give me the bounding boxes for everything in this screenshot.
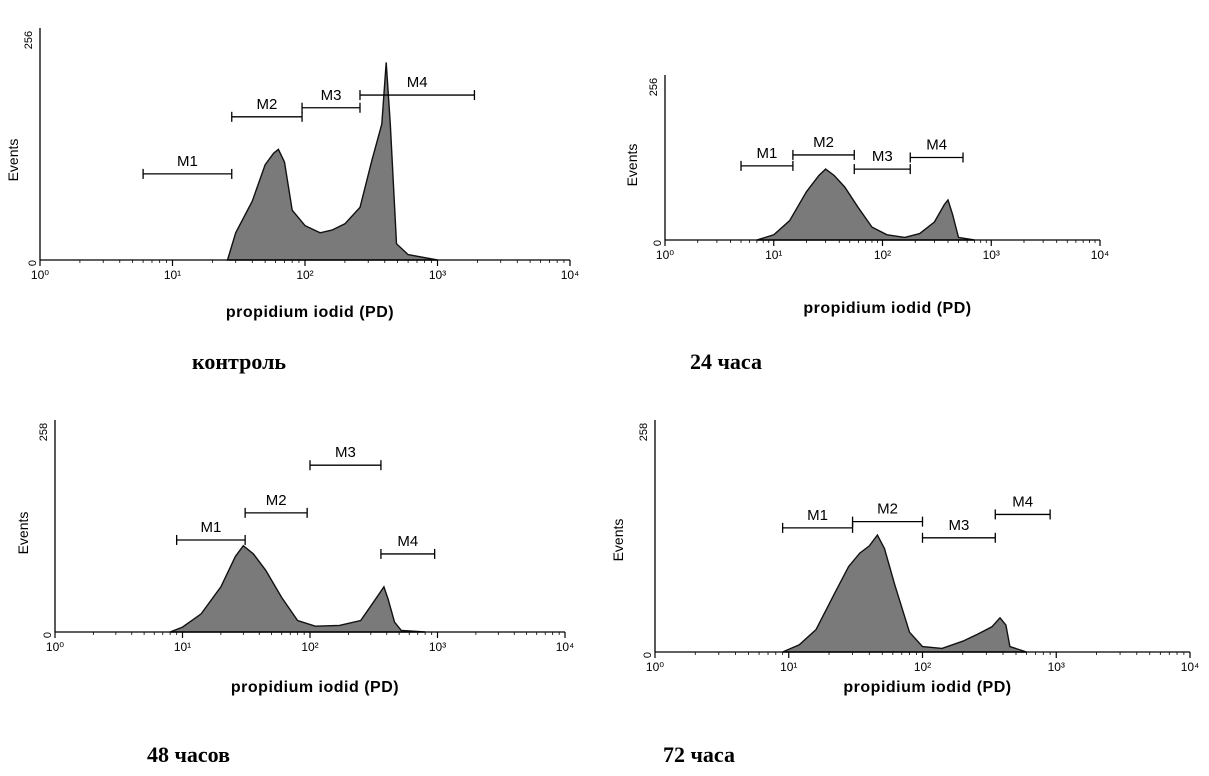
marker-m3: M3 bbox=[301, 87, 361, 113]
y-tick-label: 0 bbox=[642, 652, 654, 658]
marker-label: M2 bbox=[266, 492, 287, 509]
marker-m4: M4 bbox=[909, 137, 964, 163]
histogram-panel-2: 10⁰ 10¹ 10² 10³ 10⁴ 0 256 Events propidium iodid… bbox=[624, 75, 1109, 317]
y-tick-label: 256 bbox=[23, 31, 35, 49]
x-tick-label: 10¹ bbox=[765, 248, 782, 262]
marker-label: M1 bbox=[200, 519, 221, 536]
x-tick-label: 10⁰ bbox=[46, 640, 64, 654]
x-tick-label: 10¹ bbox=[164, 268, 181, 282]
caption-48h: 48 часов bbox=[147, 742, 231, 767]
marker-m2: M2 bbox=[231, 96, 303, 122]
y-tick-label: 0 bbox=[42, 632, 54, 638]
x-tick-label: 10⁴ bbox=[1091, 248, 1110, 262]
marker-label: M4 bbox=[1012, 493, 1033, 510]
marker-m2: M2 bbox=[792, 134, 855, 160]
marker-label: M2 bbox=[877, 501, 898, 518]
x-tick-label: 10⁴ bbox=[556, 640, 575, 654]
marker-label: M4 bbox=[926, 137, 947, 154]
caption-24h: 24 часа bbox=[690, 349, 762, 374]
marker-m4: M4 bbox=[994, 493, 1051, 520]
marker-label: M2 bbox=[256, 96, 277, 113]
x-tick-label: 10³ bbox=[983, 248, 1000, 262]
marker-label: M3 bbox=[948, 517, 969, 534]
caption-72h: 72 часа bbox=[663, 742, 735, 767]
y-tick-label: 0 bbox=[652, 240, 664, 246]
marker-label: M3 bbox=[335, 444, 356, 461]
x-tick-label: 10¹ bbox=[780, 660, 797, 674]
marker-label: M3 bbox=[321, 87, 342, 104]
y-tick-label: 258 bbox=[638, 423, 650, 441]
marker-label: M1 bbox=[177, 153, 198, 170]
x-axis-label: propidium iodid (PD) bbox=[226, 304, 394, 321]
x-axis-label: propidium iodid (PD) bbox=[231, 679, 399, 696]
y-tick-label: 256 bbox=[648, 78, 660, 96]
marker-m4: M4 bbox=[359, 74, 476, 101]
y-axis-label: Events bbox=[15, 512, 31, 555]
x-tick-label: 10² bbox=[296, 268, 313, 282]
x-tick-label: 10³ bbox=[429, 268, 446, 282]
x-tick-label: 10⁰ bbox=[656, 248, 674, 262]
marker-m3: M3 bbox=[921, 517, 996, 543]
histogram-area bbox=[756, 168, 975, 241]
y-tick-label: 258 bbox=[38, 423, 50, 441]
x-tick-label: 10⁴ bbox=[561, 268, 580, 282]
marker-m1: M1 bbox=[781, 507, 854, 533]
histogram-area bbox=[782, 533, 1027, 653]
histogram-panel-3: 10⁰ 10¹ 10² 10³ 10⁴ 0 258 Events propidium iodid… bbox=[15, 420, 574, 696]
x-tick-label: 10⁰ bbox=[646, 660, 664, 674]
marker-label: M1 bbox=[757, 145, 778, 162]
caption-control: контроль bbox=[192, 349, 287, 374]
marker-label: M1 bbox=[807, 507, 828, 524]
y-axis-label: Events bbox=[624, 144, 640, 187]
x-tick-label: 10⁴ bbox=[1181, 660, 1200, 674]
x-tick-label: 10³ bbox=[1048, 660, 1065, 674]
histogram-panel-4: 10⁰ 10¹ 10² 10³ 10⁴ 0 258 Events propidium iodid… bbox=[610, 420, 1199, 696]
y-tick-label: 0 bbox=[27, 260, 39, 266]
marker-m1: M1 bbox=[142, 153, 233, 179]
x-tick-label: 10¹ bbox=[174, 640, 191, 654]
y-axis-label: Events bbox=[5, 139, 21, 182]
marker-m4: M4 bbox=[380, 533, 436, 559]
x-tick-label: 10² bbox=[301, 640, 318, 654]
marker-m1: M1 bbox=[176, 519, 246, 545]
marker-m1: M1 bbox=[740, 145, 794, 171]
marker-label: M4 bbox=[397, 533, 418, 550]
histogram-area bbox=[169, 544, 426, 633]
marker-m2: M2 bbox=[244, 492, 308, 518]
marker-label: M4 bbox=[407, 74, 428, 91]
x-tick-label: 10² bbox=[874, 248, 891, 262]
x-tick-label: 10⁰ bbox=[31, 268, 49, 282]
y-axis-label: Events bbox=[610, 519, 626, 562]
marker-m3: M3 bbox=[309, 444, 382, 471]
x-axis-label: propidium iodid (PD) bbox=[803, 300, 971, 317]
marker-m3: M3 bbox=[853, 148, 911, 175]
histogram-area bbox=[226, 62, 438, 261]
marker-label: M2 bbox=[813, 134, 834, 151]
histogram-panel-1: 10⁰ 10¹ 10² 10³ 10⁴ 0 256 Events propidium iodid… bbox=[5, 28, 579, 321]
marker-label: M3 bbox=[872, 148, 893, 165]
x-axis-label: propidium iodid (PD) bbox=[843, 679, 1011, 696]
x-tick-label: 10³ bbox=[429, 640, 446, 654]
marker-m2: M2 bbox=[851, 501, 924, 527]
x-tick-label: 10² bbox=[914, 660, 931, 674]
